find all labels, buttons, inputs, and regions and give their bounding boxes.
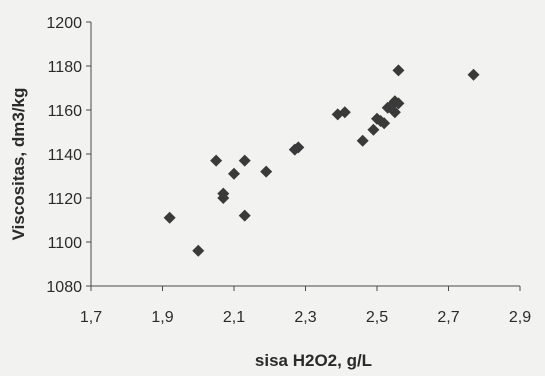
data-point	[238, 154, 251, 167]
y-tick-label: 1080	[46, 279, 82, 296]
x-tick-label: 2,1	[223, 309, 245, 326]
data-point	[338, 106, 351, 119]
data-point	[367, 123, 380, 136]
x-tick-label: 2,3	[294, 309, 316, 326]
x-tick-label: 2,7	[437, 309, 459, 326]
y-tick-label: 1100	[48, 235, 83, 252]
y-axis-title: Viscositas, dm3/kg	[9, 88, 28, 241]
data-point	[292, 141, 305, 154]
data-point	[228, 167, 240, 180]
data-point	[467, 68, 480, 81]
y-tick-label: 1160	[48, 103, 83, 120]
y-tick-label: 1200	[46, 15, 82, 32]
x-tick-label: 1,7	[80, 309, 102, 326]
x-tick-label: 2,5	[366, 309, 388, 326]
y-tick-label: 1140	[48, 147, 83, 164]
x-tick-label: 2,9	[509, 309, 531, 326]
data-point	[378, 117, 391, 130]
data-point	[210, 154, 223, 167]
x-tick-label: 1,9	[151, 309, 173, 326]
data-point	[356, 134, 369, 147]
data-point	[260, 165, 273, 178]
data-point	[392, 64, 405, 77]
data-point	[217, 192, 230, 204]
axes: 1080 1100 1120 1140 1160 1180 1200 1,7 1,9 2,1 2,3…	[46, 15, 531, 326]
x-axis-title: sisa H2O2, g/L	[255, 351, 372, 370]
data-point	[163, 211, 176, 224]
data-point	[388, 106, 401, 119]
y-tick-label: 1120	[48, 191, 83, 208]
y-tick-label: 1180	[48, 59, 83, 76]
data-point	[238, 209, 251, 222]
data-point	[192, 244, 205, 257]
data-points	[163, 64, 480, 257]
data-point	[392, 97, 405, 110]
